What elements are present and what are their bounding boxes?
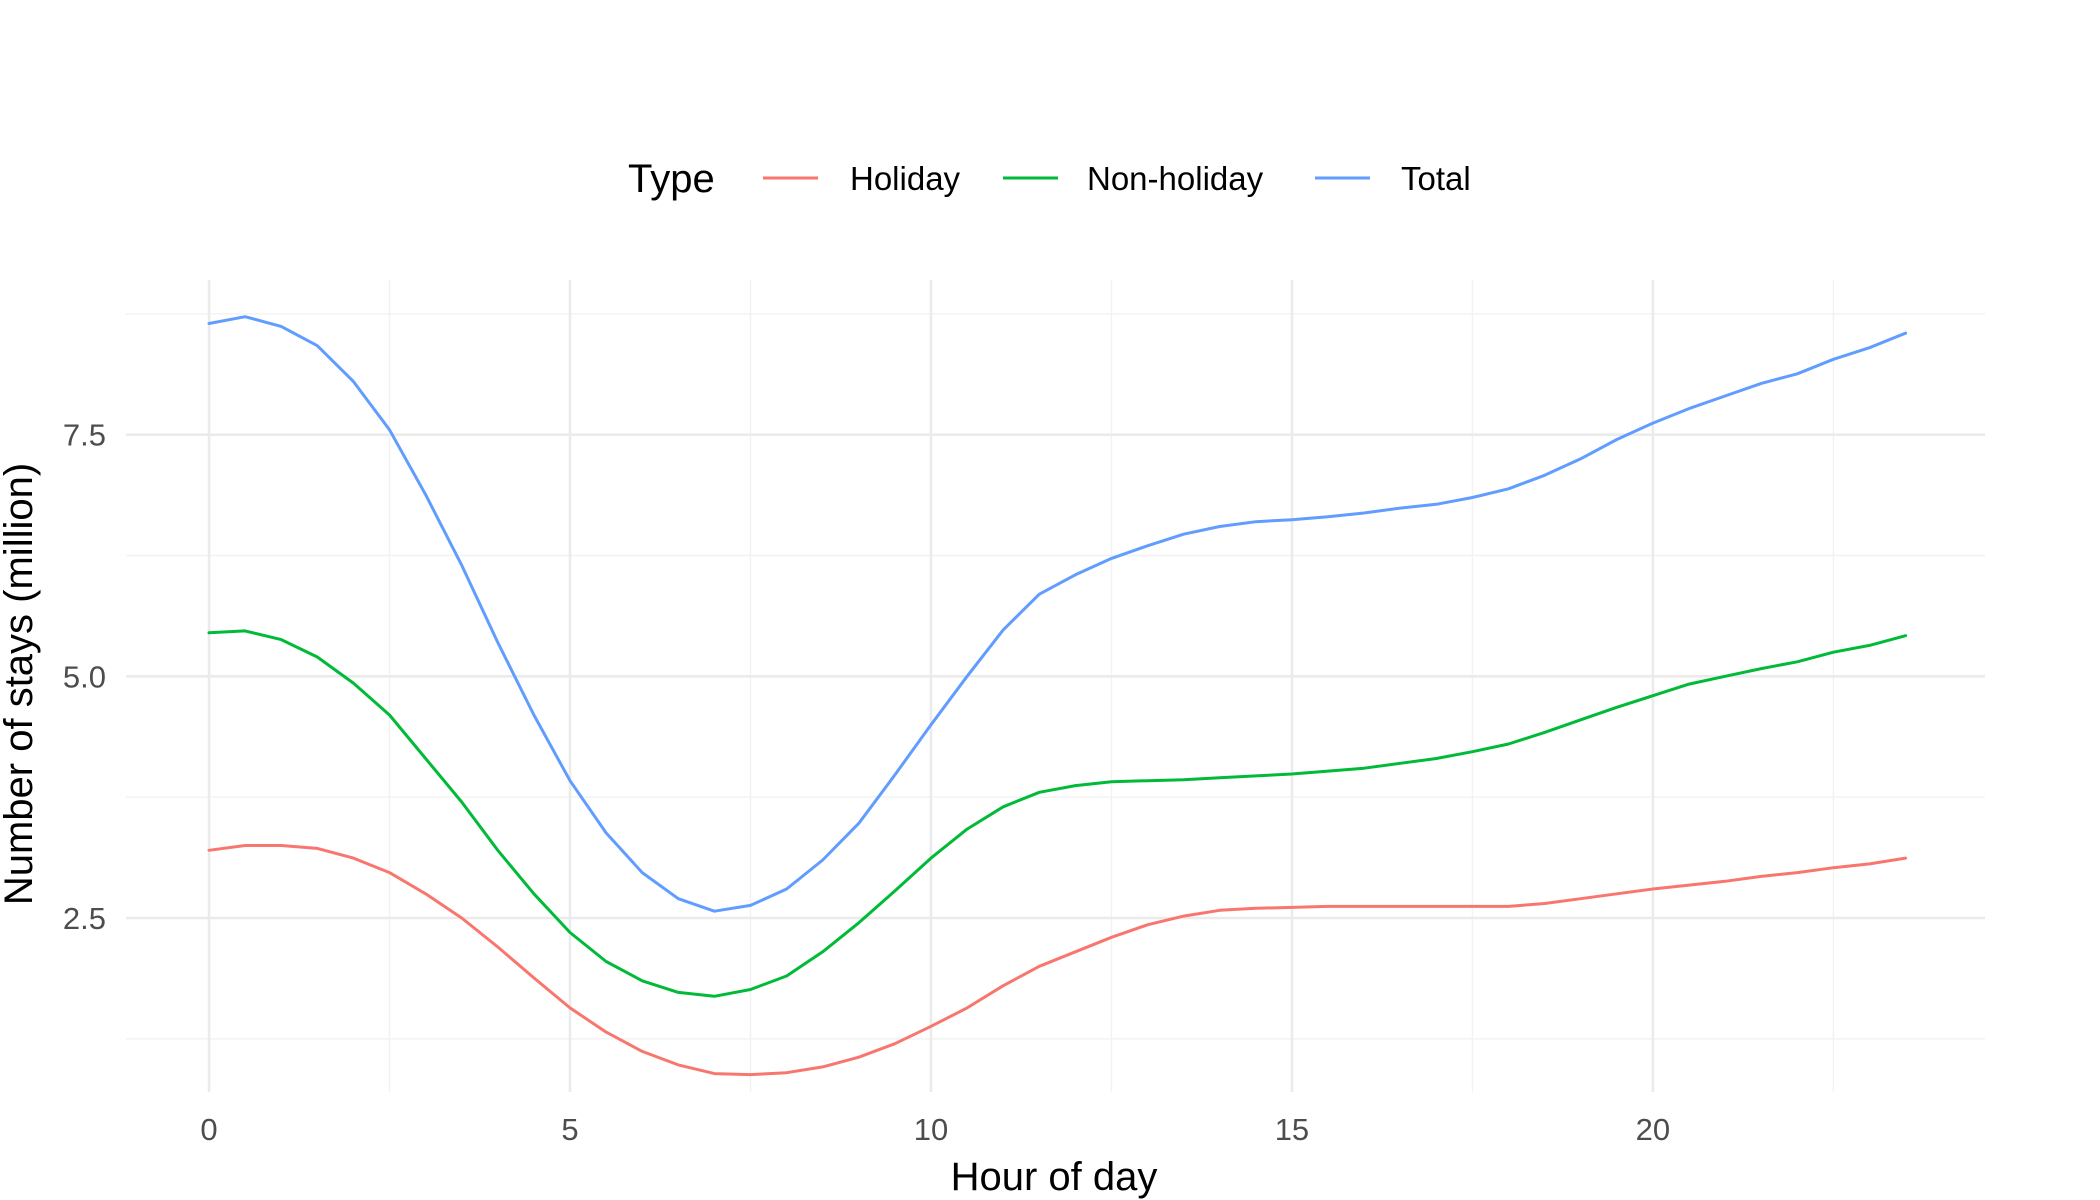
plot-grid [126,280,1985,1092]
legend-label-total: Total [1401,160,1471,197]
x-tick-label: 15 [1275,1112,1309,1147]
legend-label-holiday: Holiday [850,160,961,197]
series-lines [207,315,1908,1077]
x-tick-label: 5 [561,1112,578,1147]
series-line-holiday [207,844,1908,1077]
y-axis-title: Number of stays (million) [0,463,41,905]
y-tick-label: 2.5 [63,901,106,936]
x-tick-label: 20 [1636,1112,1670,1147]
series-line-total [207,315,1908,913]
x-tick-label: 10 [914,1112,948,1147]
y-tick-label: 7.5 [63,418,106,453]
x-axis-title: Hour of day [951,1155,1158,1199]
axis-tick-labels: 0 5 10 15 20 2.5 5.0 7.5 [63,418,1670,1147]
series-line-non-holiday [207,629,1908,998]
legend-label-non-holiday: Non-holiday [1087,160,1264,197]
legend-title: Type [628,157,715,201]
legend: Type Holiday Non-holiday Total [628,157,1471,201]
x-tick-label: 0 [200,1112,217,1147]
y-tick-label: 5.0 [63,659,106,694]
